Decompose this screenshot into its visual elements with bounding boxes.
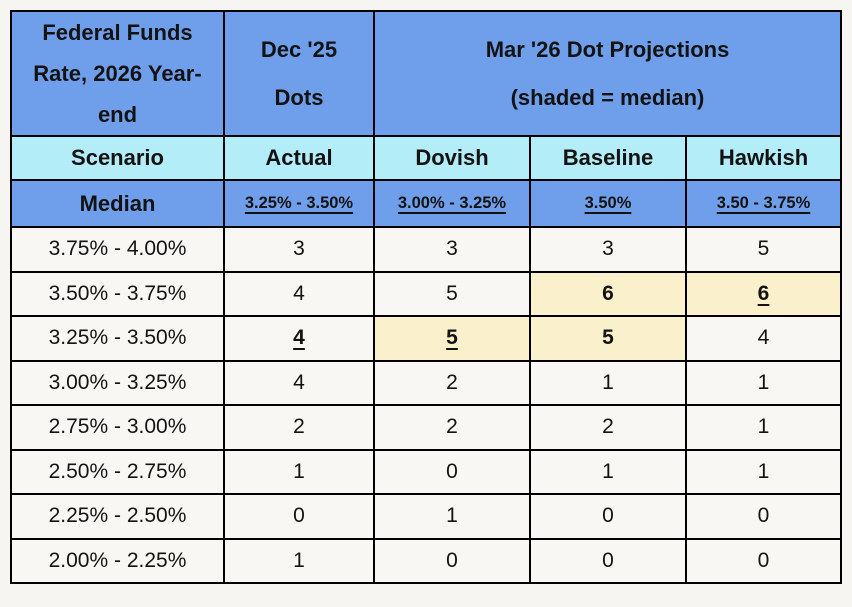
dot-count-cell: 0 [684,537,843,584]
title-line: Federal Funds [42,20,193,45]
dot-count-cell: 0 [373,537,531,584]
table-row: 3.00% - 3.25% 4 2 1 1 [10,359,843,406]
dec25-line: Dots [274,84,324,110]
dot-count-cell: 0 [684,493,843,540]
dot-count-cell: 1 [223,448,375,495]
dec25-dots-header-cell: Dec '25 Dots [223,10,375,137]
column-header-dovish: Dovish [373,135,531,181]
column-header-hawkish: Hawkish [684,135,843,181]
dot-count-cell: 1 [684,448,843,495]
dot-count-cell: 4 [223,315,375,362]
median-actual-cell: 3.25% - 3.50% [223,179,375,228]
dot-count-cell: 2 [223,404,375,451]
dot-count-cell: 5 [373,270,531,317]
dot-count-cell: 2 [529,404,687,451]
scenario-header-label: Scenario [10,135,225,181]
table-row: 2.75% - 3.00% 2 2 2 1 [10,404,843,451]
column-header-actual: Actual [223,135,375,181]
table-row: 2.50% - 2.75% 1 0 1 1 [10,448,843,495]
rate-range-label: 2.50% - 2.75% [10,448,225,495]
mar26-projections-header-cell: Mar '26 Dot Projections (shaded = median… [372,10,843,137]
dot-count-cell: 5 [684,226,843,273]
dot-count-cell: 0 [529,537,687,584]
rate-range-label: 2.25% - 2.50% [10,493,225,540]
dot-count-cell: 3 [529,226,687,273]
dot-count-cell: 1 [529,359,687,406]
rate-range-label: 3.50% - 3.75% [10,270,225,317]
rate-range-label: 2.75% - 3.00% [10,404,225,451]
scenario-header-row: Scenario Actual Dovish Baseline Hawkish [10,135,843,181]
dot-count-cell: 1 [529,448,687,495]
dot-count-cell: 3 [223,226,375,273]
table-row: 3.50% - 3.75% 4 5 6 6 [10,270,843,317]
dot-count-cell: 0 [529,493,687,540]
median-baseline-cell: 3.50% [529,179,687,228]
table-row: 3.75% - 4.00% 3 3 3 5 [10,226,843,273]
median-hawkish-cell: 3.50 - 3.75% [684,179,843,228]
dot-count-cell: 1 [373,493,531,540]
table-title-cell: Federal Funds Rate, 2026 Year- end [10,10,225,137]
rate-range-label: 3.00% - 3.25% [10,359,225,406]
dot-count-cell: 1 [684,359,843,406]
dot-count-cell: 4 [684,315,843,362]
dot-count-cell: 5 [373,315,531,362]
dot-count-cell: 1 [223,537,375,584]
dot-count-cell: 5 [529,315,687,362]
title-line: end [97,102,138,127]
mar26-line: Mar '26 Dot Projections [485,36,730,62]
dot-count-cell: 0 [223,493,375,540]
dot-count-cell: 3 [373,226,531,273]
dot-count-cell: 6 [684,270,843,317]
table-row: 2.25% - 2.50% 0 1 0 0 [10,493,843,540]
table-row: 3.25% - 3.50% 4 5 5 4 [10,315,843,362]
dot-count-cell: 6 [529,270,687,317]
dot-count-cell: 2 [373,359,531,406]
fed-funds-dot-projections-table: Federal Funds Rate, 2026 Year- end Dec '… [10,10,843,584]
column-header-baseline: Baseline [529,135,687,181]
median-dovish-cell: 3.00% - 3.25% [373,179,531,228]
rate-range-label: 3.25% - 3.50% [10,315,225,362]
dot-count-cell: 2 [373,404,531,451]
dot-count-cell: 4 [223,270,375,317]
median-row-label: Median [10,179,225,228]
dot-count-cell: 0 [373,448,531,495]
median-row: Median 3.25% - 3.50% 3.00% - 3.25% 3.50%… [10,179,843,228]
header-row: Federal Funds Rate, 2026 Year- end Dec '… [10,10,843,137]
rate-range-label: 2.00% - 2.25% [10,537,225,584]
dot-count-cell: 4 [223,359,375,406]
dot-count-cell: 1 [684,404,843,451]
rate-range-label: 3.75% - 4.00% [10,226,225,273]
dec25-line: Dec '25 [260,36,338,62]
mar26-line: (shaded = median) [510,84,705,110]
table-row: 2.00% - 2.25% 1 0 0 0 [10,537,843,584]
title-line: Rate, 2026 Year- [33,61,202,86]
